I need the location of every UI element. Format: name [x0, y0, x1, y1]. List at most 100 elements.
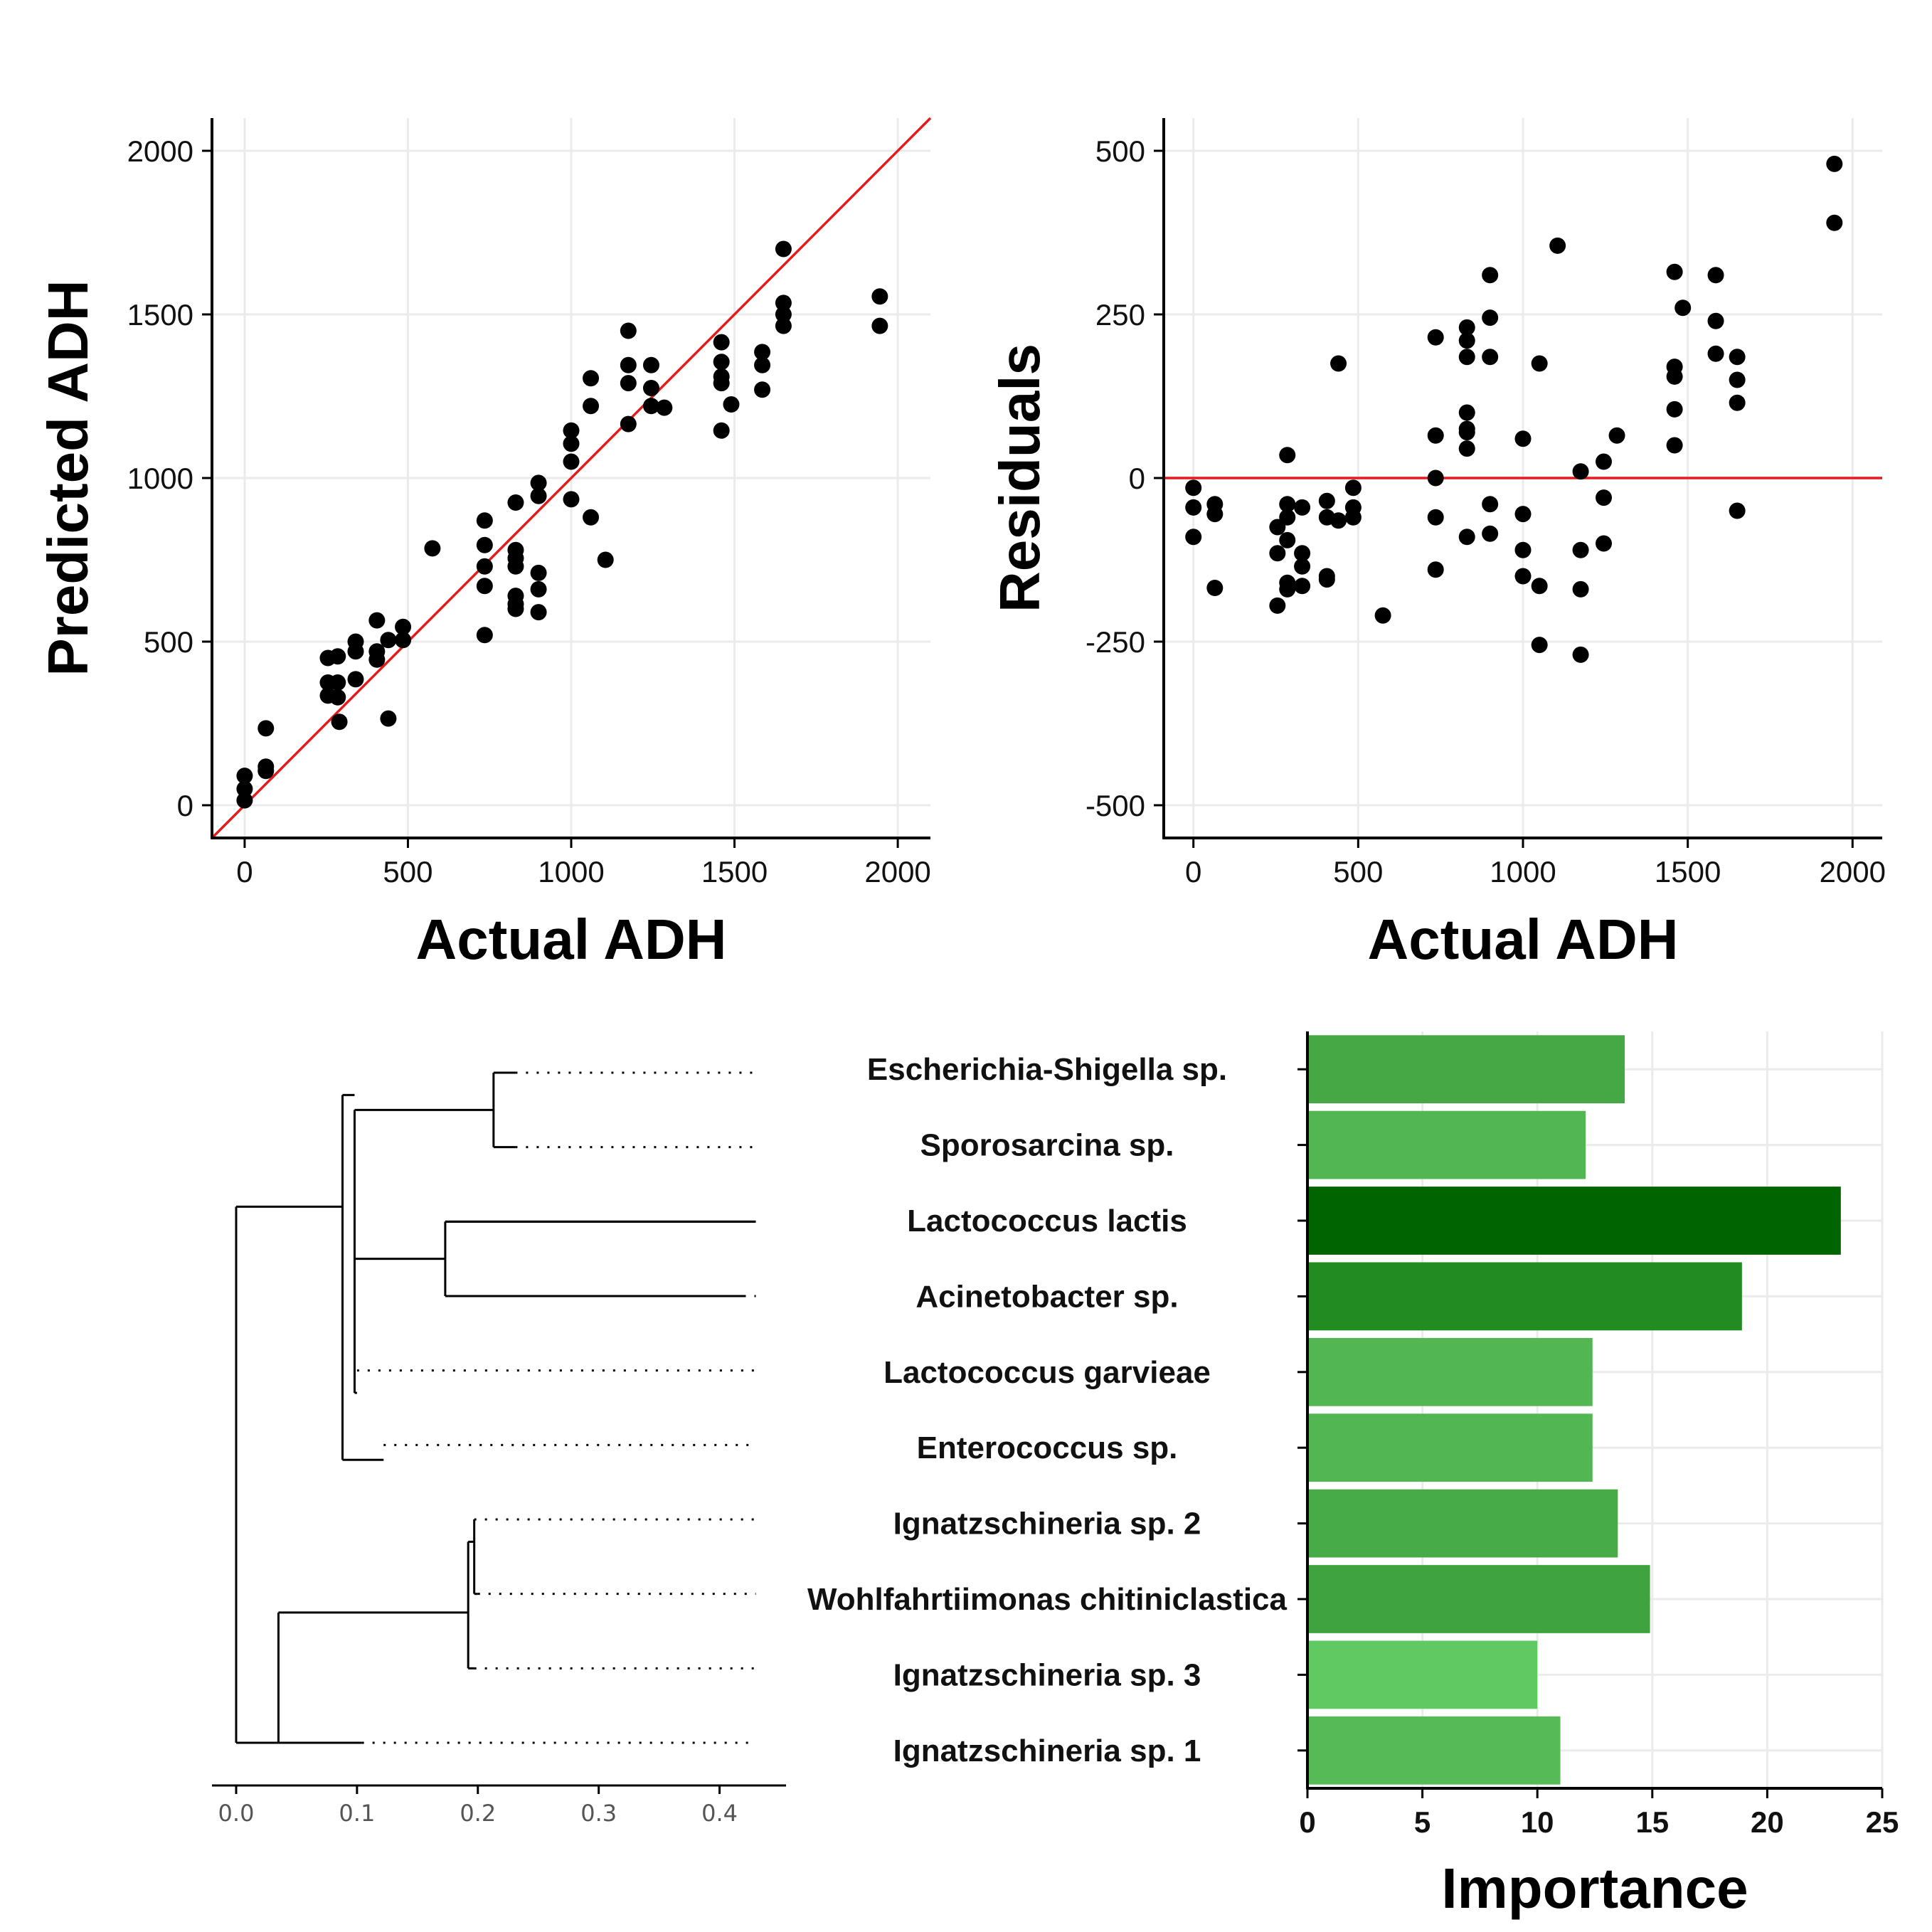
pred-identity-line — [211, 117, 932, 839]
taxon-label-2: Lactococcus lactis — [907, 1204, 1187, 1238]
pred-point-47 — [583, 509, 600, 526]
resid-point-72 — [1729, 349, 1746, 366]
resid-point-48 — [1514, 506, 1532, 523]
pred-point-20 — [380, 632, 397, 649]
dendro-tick-label-3: 0.3 — [580, 1800, 617, 1827]
resid-point-16 — [1294, 545, 1311, 562]
resid-point-68 — [1674, 299, 1692, 317]
imp-xtick-label-1: 5 — [1414, 1805, 1431, 1839]
dendro-tick-label-2: 0.2 — [460, 1800, 496, 1827]
pred-point-35 — [507, 600, 524, 617]
pred-point-70 — [871, 288, 888, 305]
imp-xtick-label-4: 20 — [1751, 1805, 1784, 1839]
taxon-label-8: Ignatzschineria sp. 3 — [893, 1657, 1201, 1692]
resid-ytick-label-2: 0 — [1129, 462, 1145, 495]
resid-point-18 — [1294, 578, 1311, 595]
pred-ytick-label-3: 1500 — [127, 298, 193, 331]
pred-point-53 — [642, 356, 659, 373]
resid-point-33 — [1427, 561, 1444, 578]
pred-ytick-label-0: 0 — [177, 789, 193, 822]
resid-point-0 — [1185, 479, 1202, 497]
pred-point-15 — [347, 671, 364, 688]
dendrogram-branches — [235, 1071, 756, 1744]
taxon-labels: Escherichia-Shigella sp. Sporosarcina sp.… — [807, 1052, 1288, 1768]
pred-point-46 — [583, 398, 600, 415]
resid-point-74 — [1729, 394, 1746, 411]
pred-xtick-label-1: 500 — [383, 855, 432, 888]
pred-point-57 — [713, 334, 730, 351]
resid-point-66 — [1666, 400, 1683, 418]
pred-point-38 — [530, 564, 547, 581]
resid-point-22 — [1318, 571, 1335, 588]
dendro-tick-label-1: 0.1 — [339, 1800, 375, 1827]
pred-point-52 — [620, 415, 637, 432]
resid-point-7 — [1269, 545, 1286, 562]
taxon-label-3: Acinetobacter sp. — [915, 1279, 1178, 1314]
pred-point-14 — [347, 643, 364, 660]
resid-point-1 — [1185, 499, 1202, 516]
imp-xtick-label-5: 25 — [1866, 1805, 1899, 1839]
resid-point-77 — [1826, 214, 1843, 231]
pred-axes — [202, 118, 930, 848]
resid-point-50 — [1514, 568, 1532, 585]
pred-y-axis-label: Predicted ADH — [36, 280, 100, 676]
pred-point-22 — [395, 632, 412, 649]
pred-point-2 — [236, 792, 253, 809]
pred-xtick-label-4: 2000 — [864, 855, 930, 888]
pred-xtick-label-3: 1500 — [701, 855, 768, 888]
resid-ytick-label-4: 500 — [1095, 134, 1145, 168]
pred-point-44 — [563, 491, 580, 508]
pred-point-62 — [723, 396, 740, 413]
importance-bar-7 — [1307, 1565, 1650, 1633]
pred-point-54 — [642, 380, 659, 396]
pred-point-43 — [563, 453, 580, 470]
resid-xtick-label-0: 0 — [1185, 855, 1201, 888]
resid-point-63 — [1666, 263, 1683, 280]
resid-point-11 — [1279, 509, 1296, 526]
pred-point-12 — [331, 713, 348, 731]
importance-tick-labels: 0 5 10 15 20 25 — [1299, 1805, 1899, 1839]
resid-axes — [1154, 118, 1882, 848]
pred-point-40 — [530, 604, 547, 621]
resid-point-61 — [1596, 535, 1613, 552]
pred-point-71 — [871, 317, 888, 334]
resid-point-67 — [1666, 437, 1683, 454]
pred-point-23 — [424, 540, 441, 557]
pred-point-55 — [642, 398, 659, 415]
resid-xtick-label-1: 500 — [1333, 855, 1383, 888]
imp-xtick-label-2: 10 — [1521, 1805, 1554, 1839]
pred-point-58 — [713, 354, 730, 371]
residuals-panel: 0 500 1000 1500 2000 -500 -250 0 250 500 Actual A… — [988, 118, 1886, 971]
resid-point-39 — [1458, 424, 1475, 441]
resid-point-49 — [1514, 541, 1532, 558]
pred-point-39 — [530, 580, 547, 598]
resid-point-37 — [1458, 404, 1475, 421]
resid-point-4 — [1206, 506, 1224, 523]
resid-point-45 — [1482, 496, 1499, 513]
pred-point-65 — [754, 381, 771, 398]
pred-point-27 — [476, 578, 493, 595]
importance-bar-4 — [1307, 1337, 1593, 1406]
pred-point-21 — [395, 618, 412, 635]
dendro-tick-label-0: 0.0 — [218, 1800, 255, 1827]
pred-point-29 — [507, 494, 524, 511]
importance-bars — [1307, 1035, 1841, 1785]
resid-point-58 — [1572, 646, 1589, 663]
pred-point-3 — [258, 720, 275, 737]
resid-point-32 — [1427, 509, 1444, 526]
pred-gridlines — [212, 118, 930, 838]
pred-xtick-label-2: 1000 — [538, 855, 604, 888]
pred-x-axis-label: Actual ADH — [415, 908, 726, 971]
pred-ytick-label-4: 2000 — [127, 134, 193, 168]
resid-point-24 — [1330, 512, 1347, 529]
resid-point-51 — [1531, 355, 1548, 372]
resid-point-36 — [1458, 349, 1475, 366]
resid-ytick-label-0: -500 — [1086, 789, 1145, 822]
resid-ytick-label-3: 250 — [1095, 298, 1145, 331]
importance-x-axis-label: Importance — [1441, 1857, 1748, 1920]
resid-y-axis-label: Residuals — [988, 344, 1051, 612]
resid-point-27 — [1344, 509, 1362, 526]
resid-point-43 — [1482, 309, 1499, 327]
imp-xtick-label-3: 15 — [1635, 1805, 1669, 1839]
resid-point-76 — [1826, 155, 1843, 172]
